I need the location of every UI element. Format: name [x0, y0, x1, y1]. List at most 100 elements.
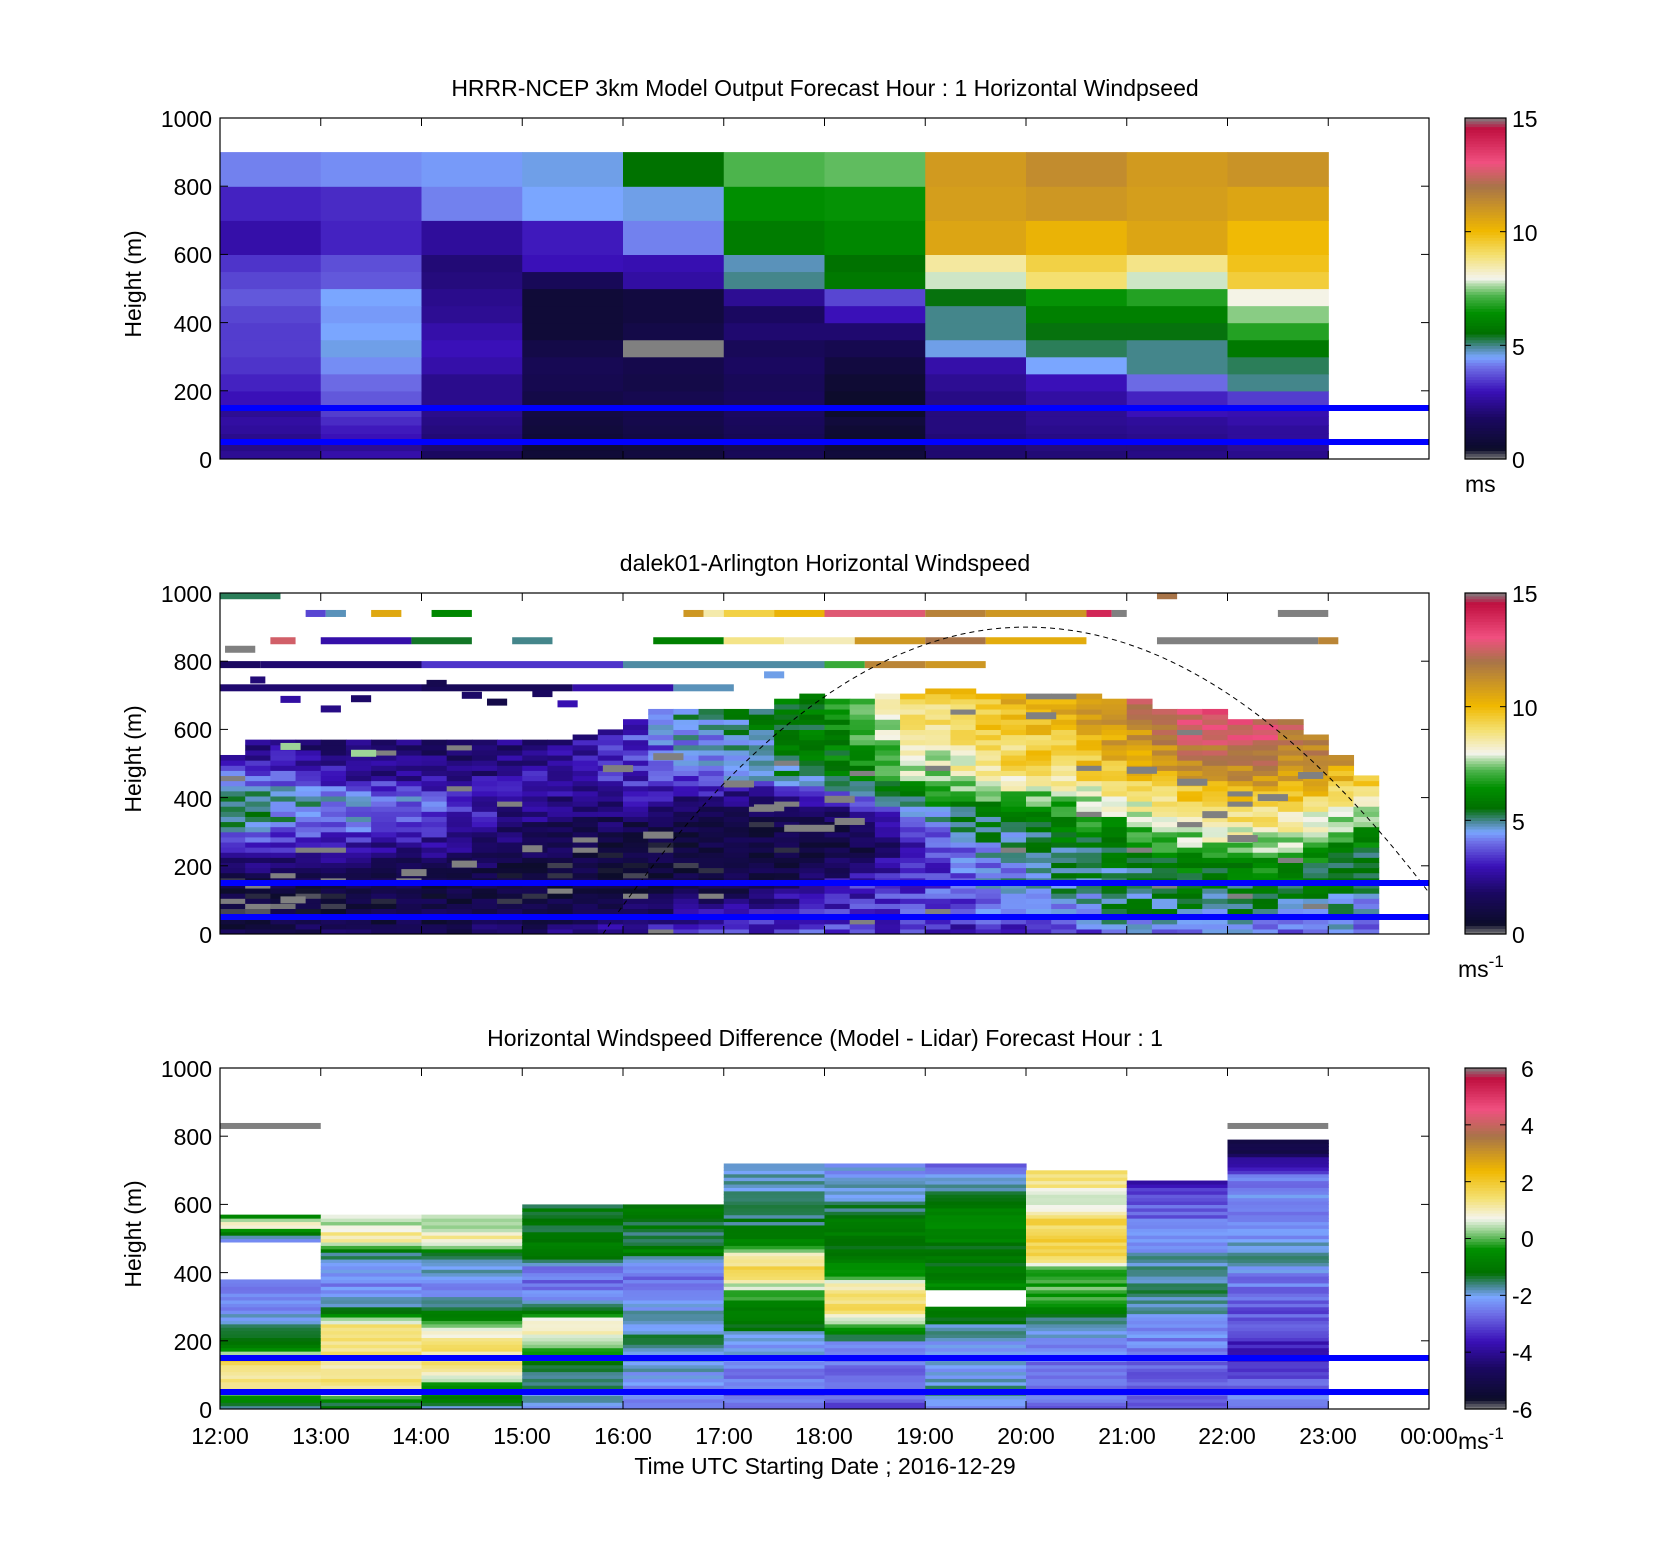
lidar-cell: [824, 887, 851, 894]
model-cell: [1227, 152, 1329, 187]
difference-cell: [1026, 1316, 1128, 1321]
lidar-cell: [497, 831, 523, 838]
lidar-cell: [1101, 795, 1128, 802]
difference-cell: [522, 1371, 624, 1376]
difference-cell: [220, 1344, 322, 1349]
difference-cell: [421, 1241, 523, 1246]
difference-cell: [623, 1323, 725, 1328]
lidar-cell: [900, 719, 926, 725]
lidar-cell: [1076, 719, 1103, 725]
difference-cell: [522, 1320, 624, 1325]
lidar-cell: [497, 923, 523, 930]
difference-cell: [723, 1316, 826, 1321]
lidar-cell: [900, 826, 926, 833]
difference-cell: [723, 1310, 826, 1315]
lidar-cell: [925, 795, 952, 802]
difference-cell: [522, 1286, 624, 1291]
y-tick-label: 200: [174, 1329, 212, 1355]
difference-cell: [925, 1183, 1027, 1188]
panel-model-axes: [219, 117, 1430, 460]
panel-lidar-sparse-returns: [220, 593, 1339, 904]
lidar-cell: [1353, 795, 1380, 802]
lidar-cell: [900, 780, 926, 787]
lidar-cell: [1227, 744, 1254, 751]
lidar-cell: [1151, 801, 1178, 807]
colorbar-swatch: [1465, 129, 1506, 133]
lidar-cell: [698, 841, 725, 848]
difference-cell: [824, 1398, 926, 1403]
model-cell: [421, 450, 523, 459]
lidar-cell: [547, 780, 574, 787]
lidar-cell: [547, 806, 574, 812]
lidar-cell: [497, 826, 523, 833]
colorbar-swatch: [1465, 243, 1506, 247]
lidar-cell: [849, 898, 876, 904]
lidar-cell: [1202, 831, 1229, 838]
lidar-cell: [623, 744, 649, 751]
model-cell: [421, 186, 523, 221]
lidar-cell: [295, 816, 322, 823]
difference-cell: [522, 1337, 624, 1342]
colorbar-swatch: [1465, 1315, 1506, 1319]
colorbar-swatch: [1465, 1394, 1506, 1399]
colorbar-swatch: [1465, 225, 1506, 230]
lidar-cell: [1051, 693, 1077, 700]
difference-cell: [623, 1279, 725, 1284]
model-cell: [522, 288, 624, 307]
panel-difference: Horizontal Windspeed Difference (Model -…: [120, 1025, 1534, 1479]
lidar-cell: [698, 857, 725, 863]
difference-cell: [723, 1265, 826, 1270]
lidar-cell: [1277, 862, 1304, 869]
lidar-cell: [396, 857, 423, 863]
difference-cell: [824, 1347, 926, 1352]
colorbar-swatch: [1465, 362, 1506, 366]
lidar-cell: [774, 760, 800, 766]
lidar-cell: [471, 790, 498, 797]
model-cell: [623, 288, 725, 307]
lidar-cell: [950, 693, 977, 700]
lidar-sparse-return: [653, 637, 724, 645]
difference-cell: [925, 1190, 1027, 1195]
lidar-cell: [396, 770, 423, 777]
difference-cell: [623, 1402, 725, 1407]
model-cell: [623, 373, 725, 392]
lidar-cell: [572, 826, 599, 833]
lidar-cell: [1000, 811, 1027, 817]
lidar-cell: [799, 928, 826, 934]
model-cell: [824, 288, 926, 307]
model-cell: [320, 305, 423, 324]
difference-cell: [320, 1368, 423, 1373]
lidar-cell: [320, 893, 347, 899]
lidar-cell: [345, 847, 372, 853]
lidar-cell: [1277, 785, 1304, 792]
lidar-cell: [1177, 801, 1203, 807]
model-cell: [925, 322, 1027, 341]
lidar-cell: [623, 836, 649, 843]
lidar-cell: [345, 826, 372, 833]
lidar-cell: [1328, 903, 1355, 910]
colorbar-swatch: [1465, 860, 1506, 864]
lidar-cell: [774, 744, 800, 751]
difference-cell: [824, 1170, 926, 1175]
lidar-cell: [774, 734, 800, 741]
model-cell: [1126, 288, 1229, 307]
lidar-cell: [799, 693, 826, 700]
lidar-cell: [849, 831, 876, 838]
model-cell: [723, 322, 826, 341]
difference-cell: [1026, 1381, 1128, 1386]
model-cell: [723, 288, 826, 307]
lidar-cell: [572, 918, 599, 925]
lidar-cell: [1126, 867, 1153, 874]
difference-cell: [1026, 1255, 1128, 1260]
difference-cell: [623, 1276, 725, 1281]
lidar-cell: [698, 887, 725, 894]
lidar-cell: [522, 760, 549, 766]
difference-cell: [1227, 1214, 1329, 1219]
model-cell: [320, 322, 423, 341]
lidar-cell: [371, 908, 397, 915]
lidar-cell: [1101, 841, 1128, 848]
lidar-cell: [396, 928, 423, 934]
lidar-cell: [446, 847, 473, 853]
difference-cell: [824, 1177, 926, 1182]
lidar-cell: [1303, 780, 1329, 787]
